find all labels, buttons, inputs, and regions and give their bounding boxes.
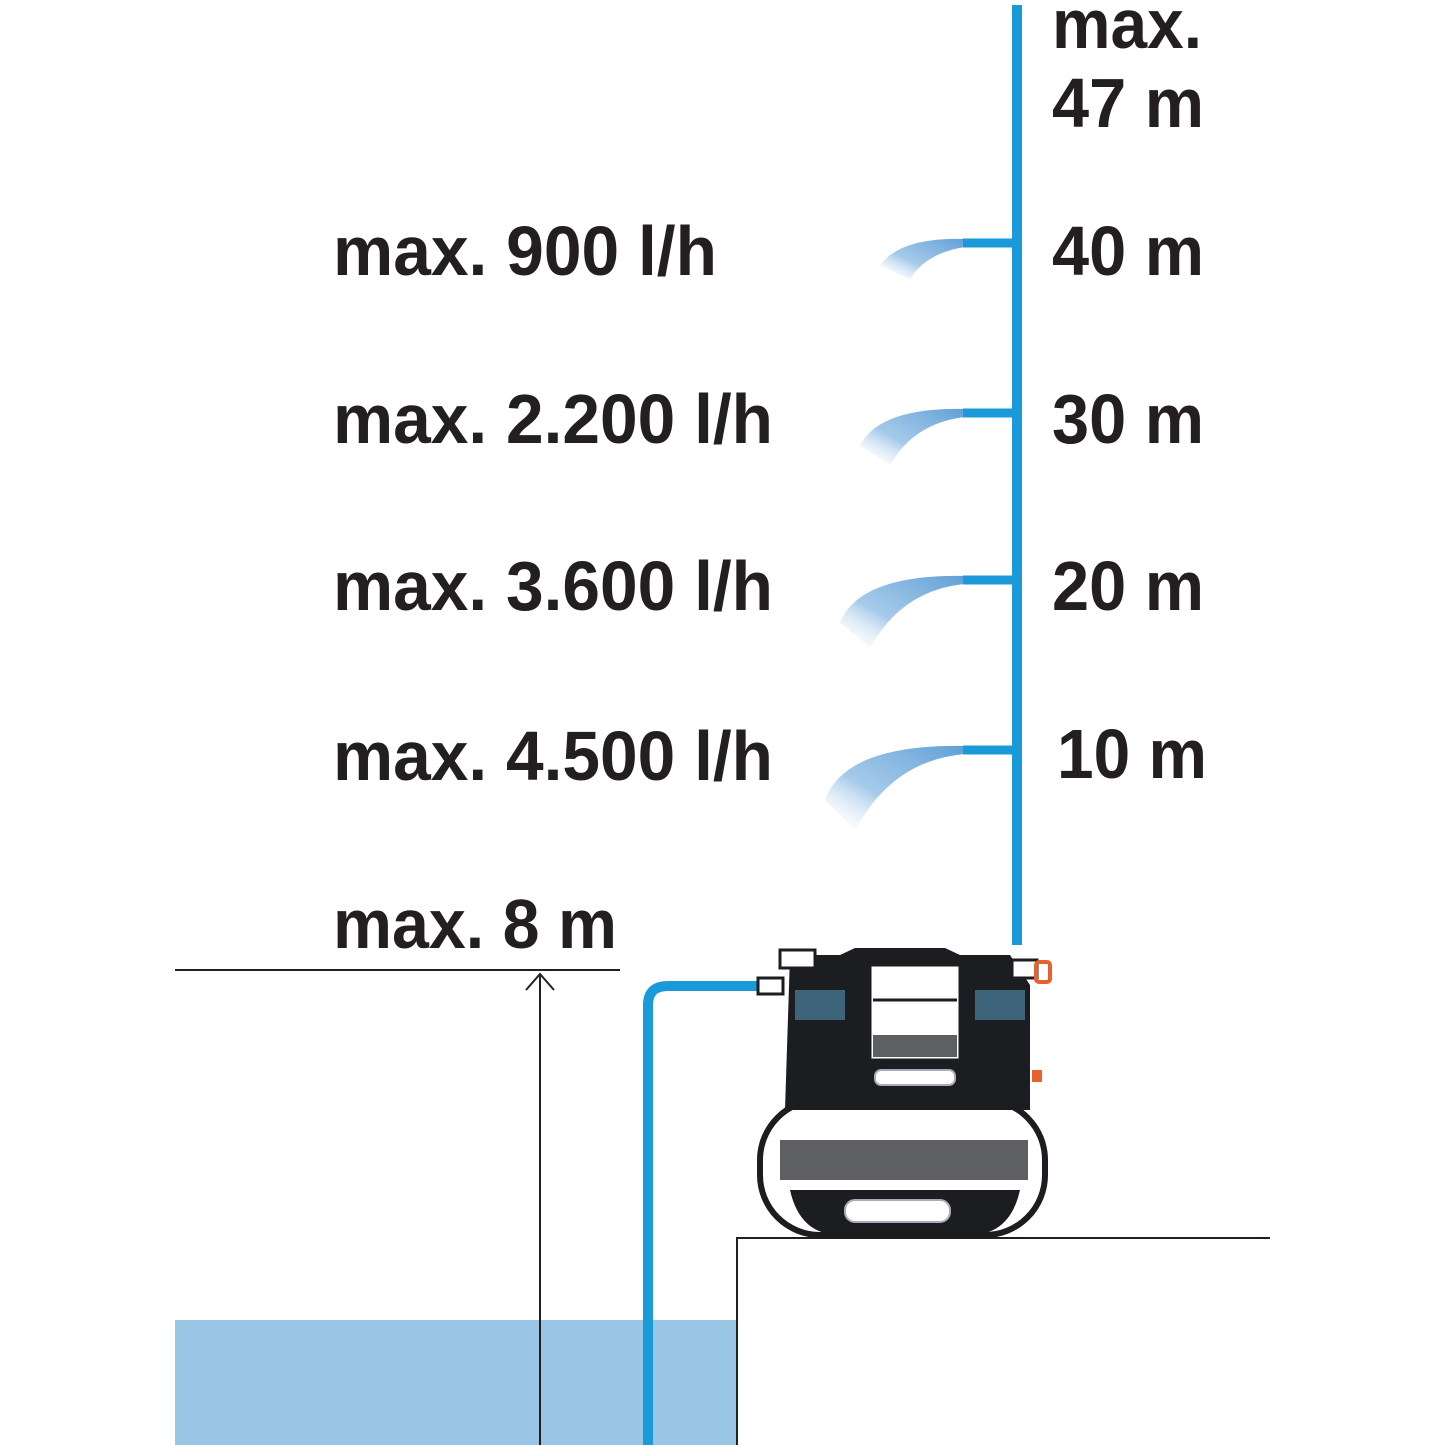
water-spray-icon	[840, 575, 965, 648]
flow-label-10m: max. 4.500 l/h	[333, 717, 773, 795]
water-spray-icon	[825, 745, 965, 830]
height-label-40m: 40 m	[1052, 212, 1204, 290]
arrow-head-icon	[525, 972, 555, 991]
flow-label-20m: max. 3.600 l/h	[333, 547, 773, 625]
max-height-label-line1: max.	[1052, 0, 1202, 63]
suction-height-label: max. 8 m	[333, 885, 617, 963]
pump-icon	[756, 948, 1052, 1238]
water-spray-icon	[880, 238, 965, 279]
height-label-10m: 10 m	[1057, 715, 1207, 793]
height-label-30m: 30 m	[1052, 380, 1204, 458]
flow-label-40m: max. 900 l/h	[333, 212, 717, 290]
platform-outline	[736, 1237, 1270, 1445]
height-label-20m: 20 m	[1052, 547, 1204, 625]
flow-label-30m: max. 2.200 l/h	[333, 380, 773, 458]
max-height-label-line2: 47 m	[1052, 64, 1204, 142]
suction-pipe	[643, 981, 760, 1445]
water-spray-icon	[860, 408, 965, 465]
